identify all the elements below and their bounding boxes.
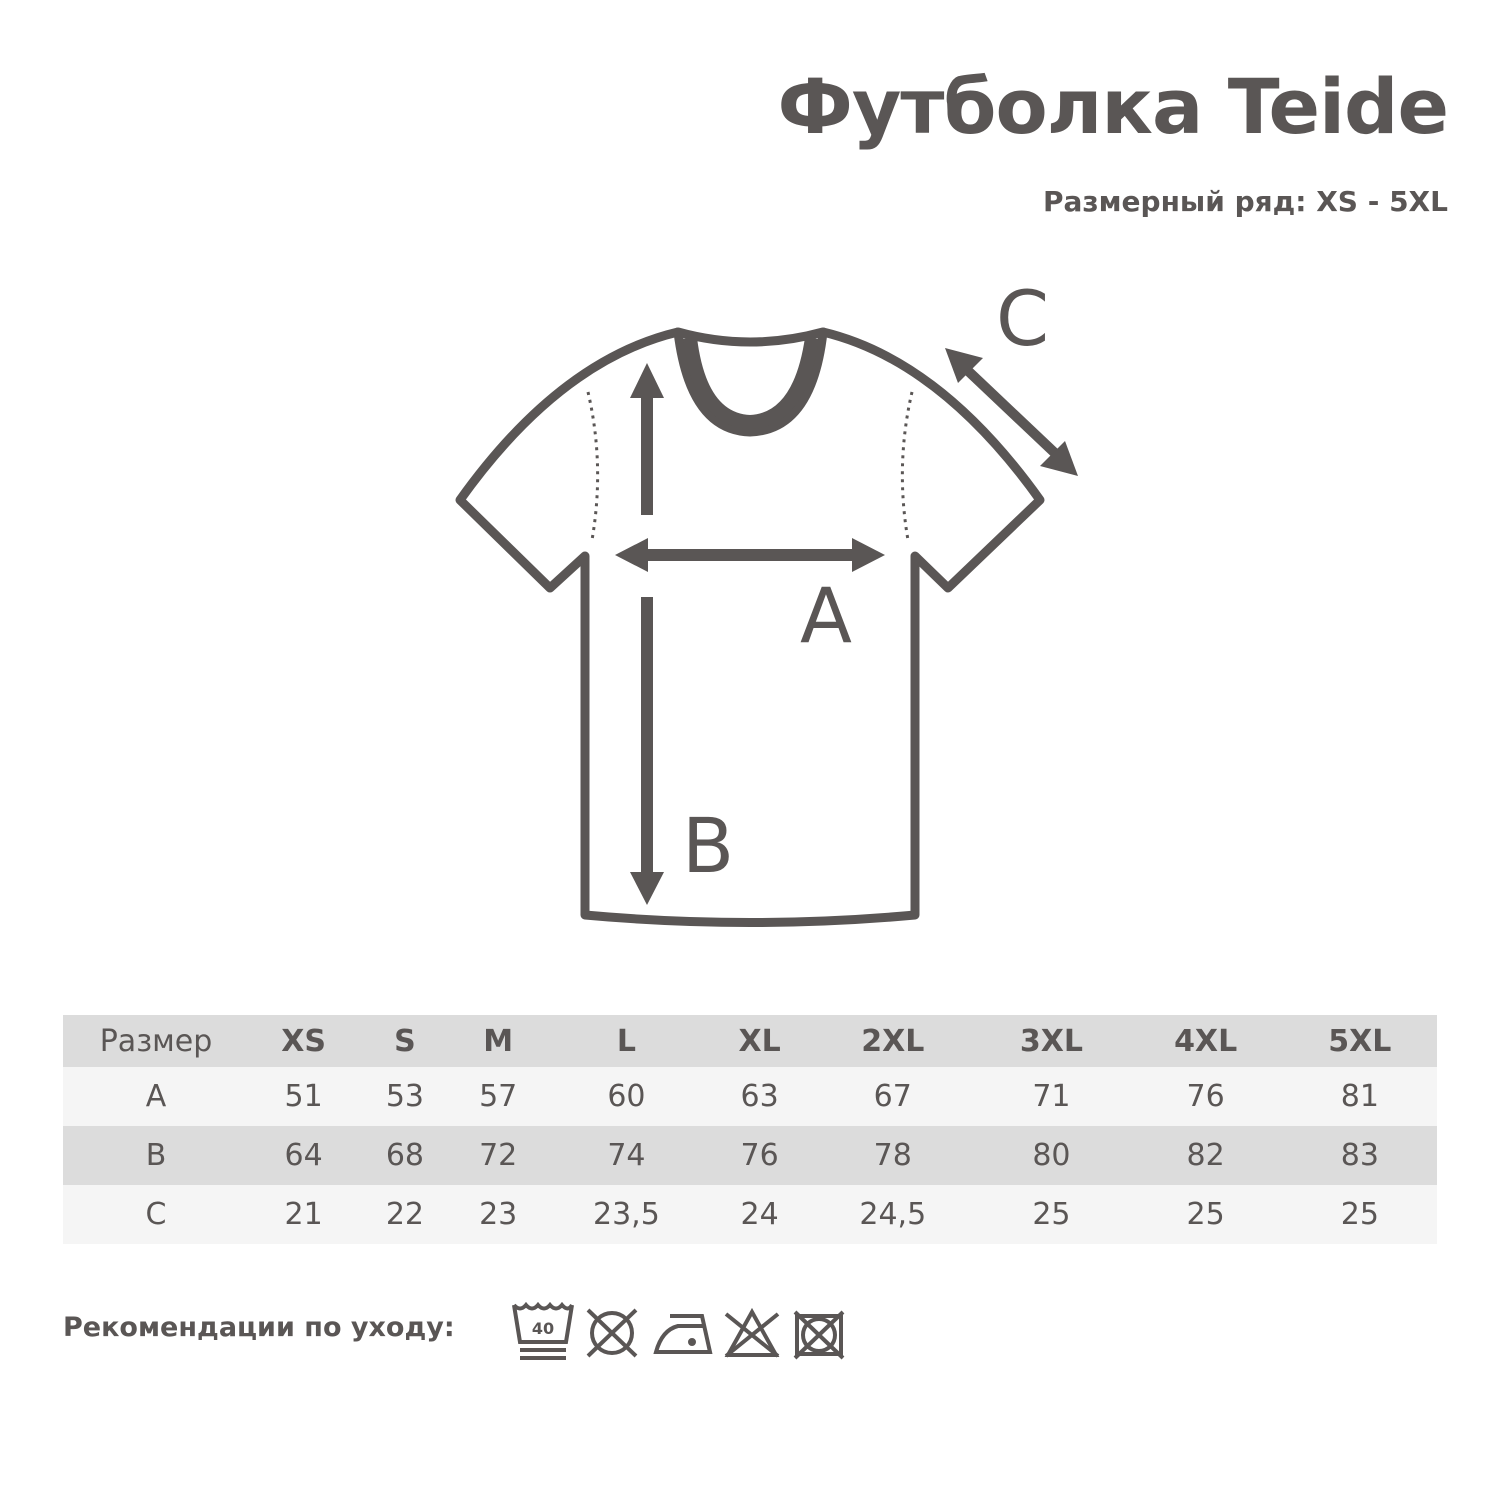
table-cell: 25 [974, 1185, 1129, 1244]
do-not-dry-icon [793, 1310, 845, 1360]
col-header: 5XL [1282, 1015, 1437, 1067]
col-header: L [544, 1015, 708, 1067]
col-header: Размер [63, 1015, 249, 1067]
size-range: Размерный ряд: XS - 5XL [1042, 185, 1448, 218]
table-cell: B [63, 1126, 249, 1185]
size-table: Размер XS S M L XL 2XL 3XL 4XL 5XL A 51 … [63, 1015, 1437, 1244]
table-cell: 57 [451, 1067, 545, 1126]
table-cell: 63 [707, 1067, 812, 1126]
table-cell: 24 [707, 1185, 812, 1244]
col-header: M [451, 1015, 545, 1067]
table-cell: 21 [249, 1185, 359, 1244]
tshirt-outline [455, 327, 1045, 927]
table-cell: 81 [1282, 1067, 1437, 1126]
label-b: B [682, 801, 734, 890]
table-cell: 83 [1282, 1126, 1437, 1185]
table-cell: A [63, 1067, 249, 1126]
table-cell: 23 [451, 1185, 545, 1244]
table-cell: 74 [544, 1126, 708, 1185]
sleeve-seam-left [586, 391, 600, 541]
table-cell: 68 [358, 1126, 452, 1185]
do-not-bleach-icon [724, 1307, 780, 1358]
label-c: C [996, 274, 1049, 363]
wash-40-gentle-icon: 40 [512, 1301, 574, 1360]
wash-temp: 40 [532, 1319, 554, 1338]
table-cell: 23,5 [544, 1185, 708, 1244]
col-header: S [358, 1015, 452, 1067]
col-header: 4XL [1128, 1015, 1283, 1067]
table-cell: 72 [451, 1126, 545, 1185]
table-cell: 67 [811, 1067, 975, 1126]
table-cell: 71 [974, 1067, 1129, 1126]
col-header: 2XL [811, 1015, 975, 1067]
table-header: Размер XS S M L XL 2XL 3XL 4XL 5XL [63, 1015, 1437, 1067]
table-cell: 25 [1282, 1185, 1437, 1244]
table-cell: 24,5 [811, 1185, 975, 1244]
table-cell: 64 [249, 1126, 359, 1185]
table-cell: 76 [707, 1126, 812, 1185]
do-not-tumble-dry-icon [586, 1308, 638, 1358]
col-header: 3XL [974, 1015, 1129, 1067]
sleeve-seam-right [900, 391, 914, 541]
care-icons: 40 [512, 1301, 845, 1360]
table-cell: 82 [1128, 1126, 1283, 1185]
iron-low-icon [653, 1314, 713, 1354]
care-label: Рекомендации по уходу: [63, 1312, 455, 1343]
tshirt-diagram: A B C [455, 274, 1078, 927]
table-cell: 60 [544, 1067, 708, 1126]
table-cell: 51 [249, 1067, 359, 1126]
page-title: Футболка Teide [777, 62, 1449, 151]
col-header: XS [249, 1015, 359, 1067]
table-cell: 78 [811, 1126, 975, 1185]
label-a: A [800, 571, 852, 660]
table-cell: 25 [1128, 1185, 1283, 1244]
arrow-c [961, 364, 1062, 460]
table-cell: 76 [1128, 1067, 1283, 1126]
table-cell: 53 [358, 1067, 452, 1126]
table-row: A 51 53 57 60 63 67 71 76 81 [63, 1067, 1437, 1126]
col-header: XL [707, 1015, 812, 1067]
table-cell: 80 [974, 1126, 1129, 1185]
table-row: B 64 68 72 74 76 78 80 82 83 [63, 1126, 1437, 1185]
table-cell: 22 [358, 1185, 452, 1244]
table-cell: C [63, 1185, 249, 1244]
table-row: C 21 22 23 23,5 24 24,5 25 25 25 [63, 1185, 1437, 1244]
